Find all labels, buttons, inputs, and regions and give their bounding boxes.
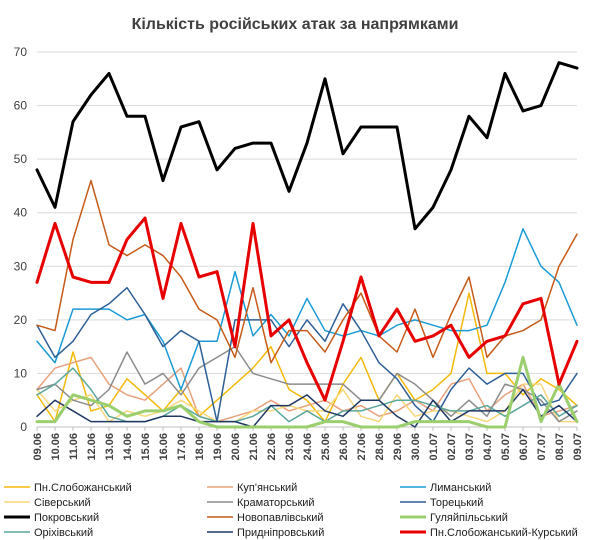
y-tick-label: 70	[14, 45, 28, 59]
x-tick-label: 24.06	[302, 433, 314, 461]
legend-label: Краматорський	[237, 497, 315, 509]
legend-label: Придніпровський	[237, 527, 324, 539]
x-tick-label: 09.06	[32, 433, 44, 461]
legend-label: Куп'янський	[237, 482, 297, 494]
x-tick-label: 28.06	[374, 433, 386, 461]
x-tick-label: 17.06	[176, 433, 188, 461]
x-tick-label: 06.07	[518, 433, 530, 461]
x-tick-label: 27.06	[356, 433, 368, 461]
series-line-7	[35, 61, 579, 231]
legend-label: Лиманський	[430, 482, 491, 494]
y-tick-label: 40	[14, 206, 28, 220]
x-tick-label: 12.06	[86, 433, 98, 461]
x-tick-label: 14.06	[122, 433, 134, 461]
x-tick-label: 25.06	[320, 433, 332, 461]
x-tick-label: 07.07	[536, 433, 548, 461]
legend-label: Покровський	[34, 512, 99, 524]
x-tick-label: 30.06	[410, 433, 422, 461]
x-tick-label: 01.07	[428, 433, 440, 461]
legend-label: Пн.Слобожанський-Курський	[430, 527, 578, 539]
x-tick-label: 13.06	[104, 433, 116, 461]
legend-label: Гуляйпільський	[430, 512, 508, 524]
series-line-3	[36, 228, 578, 391]
legend-label: Оріхівський	[34, 527, 93, 539]
legend-label: Новопавлівський	[237, 512, 323, 524]
x-tick-label: 26.06	[338, 433, 350, 461]
legend: Пн.Слобожанський Куп'янський Лиманський Сів…	[4, 482, 578, 539]
x-tick-label: 04.07	[482, 433, 494, 461]
y-tick-label: 50	[14, 152, 28, 166]
x-tick-label: 19.06	[212, 433, 224, 461]
x-tick-label: 09.07	[572, 433, 584, 461]
x-tick-label: 03.07	[464, 433, 476, 461]
series-line-11	[36, 388, 578, 428]
y-tick-label: 0	[20, 420, 27, 434]
y-tick-label: 20	[14, 313, 28, 327]
x-tick-label: 22.06	[266, 433, 278, 461]
series-lines	[35, 61, 579, 429]
y-tick-label: 30	[14, 259, 28, 273]
series-line-8	[36, 179, 578, 364]
series-line-12	[35, 216, 579, 402]
x-tick-label: 29.06	[392, 433, 404, 461]
x-tick-label: 18.06	[194, 433, 206, 461]
x-tick-label: 21.06	[248, 433, 260, 461]
series-line-5	[36, 345, 578, 423]
y-tick-label: 10	[14, 366, 28, 380]
x-tick-label: 23.06	[284, 433, 296, 461]
x-tick-label: 15.06	[140, 433, 152, 461]
series-line-9	[35, 355, 579, 429]
x-tick-label: 20.06	[230, 433, 242, 461]
x-tick-label: 10.06	[50, 433, 62, 461]
x-tick-label: 11.06	[68, 433, 80, 460]
legend-label: Пн.Слобожанський	[34, 482, 132, 494]
chart-title: Кількість російських атак за напрямками	[132, 16, 459, 33]
legend-label: Торецький	[430, 497, 483, 509]
series-line-6	[36, 286, 578, 423]
legend-label: Сіверський	[34, 497, 91, 509]
x-tick-label: 16.06	[158, 433, 170, 461]
x-tick-label: 02.07	[446, 433, 458, 461]
x-tick-label: 08.07	[554, 433, 566, 461]
y-axis: 0 10 20 30 40 50 60 70	[14, 45, 28, 434]
x-tick-label: 05.07	[500, 433, 512, 461]
series-line-1	[36, 292, 578, 423]
x-axis: 09.06 10.06 11.06 12.06 13.06 14.06 15.06 16.06…	[32, 426, 584, 461]
y-tick-label: 60	[14, 99, 28, 113]
